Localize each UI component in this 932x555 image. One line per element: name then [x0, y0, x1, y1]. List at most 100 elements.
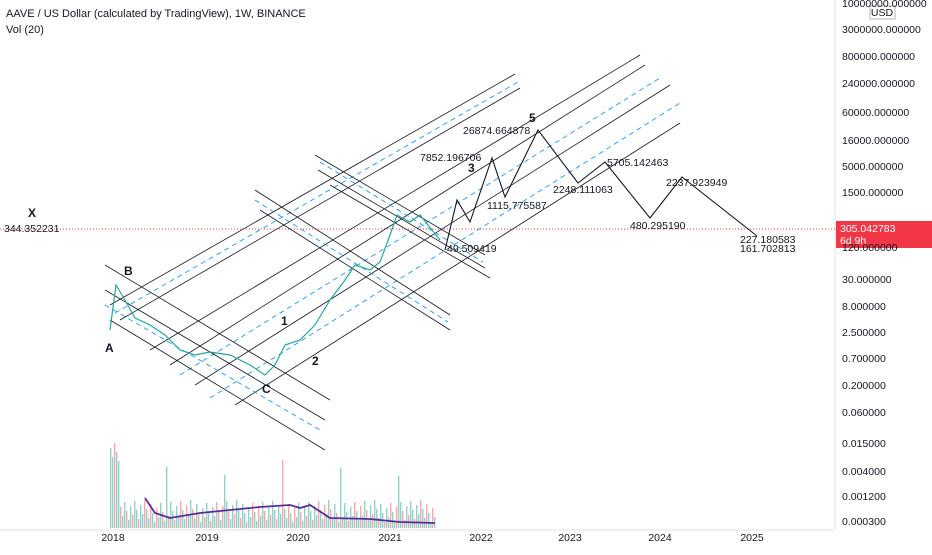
volume-bar — [216, 502, 218, 528]
volume-bar — [210, 521, 212, 528]
volume-bar — [340, 468, 342, 528]
time-axis-label: 2019 — [195, 532, 219, 544]
volume-bar — [116, 452, 118, 528]
volume-bar — [302, 521, 304, 528]
volume-bar — [342, 517, 344, 528]
volume-bar — [318, 501, 320, 528]
volume-bar — [234, 514, 236, 528]
volume-bar — [296, 517, 298, 528]
volume-bar — [386, 508, 388, 528]
volume-bar — [266, 520, 268, 528]
volume-bar — [258, 507, 260, 528]
price-axis-label: 30.000000 — [842, 274, 892, 286]
price-axis-label: 3000000.000000 — [842, 24, 921, 36]
time-axis-label: 2018 — [101, 532, 125, 544]
currency-box — [869, 5, 896, 20]
price-axis-label: 800000.000000 — [842, 51, 915, 63]
volume-bar — [344, 503, 346, 528]
volume-bar — [322, 519, 324, 528]
volume-bar — [394, 521, 396, 528]
wave-label: B — [124, 264, 133, 278]
volume-bar — [252, 503, 254, 528]
price-label: 344.352231 — [4, 223, 60, 235]
volume-bar — [242, 504, 244, 528]
volume-bar — [378, 518, 380, 528]
target-label: 1115.775587 — [487, 200, 547, 212]
time-axis-label: 2021 — [378, 532, 402, 544]
volume-bar — [146, 509, 148, 528]
volume-bar — [226, 501, 228, 528]
price-axis-label: 10000000.000000 — [842, 0, 927, 10]
volume-bar — [404, 520, 406, 528]
volume-bar — [170, 502, 172, 528]
volume-bar — [316, 515, 318, 528]
volume-bar — [278, 505, 280, 528]
volume-bar — [336, 513, 338, 528]
volume-bar — [420, 500, 422, 528]
volume-bar — [430, 522, 432, 528]
volume-bar — [188, 514, 190, 528]
price-series — [109, 214, 441, 376]
volume-bar — [142, 514, 144, 528]
volume-bar — [224, 475, 226, 528]
volume-bar — [350, 507, 352, 528]
volume-bar — [244, 513, 246, 528]
target-label: 7852.196706 — [420, 152, 481, 164]
target-label: 480.295190 — [630, 220, 686, 232]
volume-bar — [134, 501, 136, 528]
volume-bar — [254, 512, 256, 528]
volume-bar — [426, 504, 428, 528]
volume-bar — [298, 503, 300, 528]
volume-bar — [140, 505, 142, 528]
price-tag — [836, 221, 932, 248]
wave-label: 2 — [312, 354, 319, 368]
volume-bar — [154, 522, 156, 528]
volume-bar — [346, 512, 348, 528]
time-axis-label: 2023 — [558, 532, 582, 544]
time-axis-label: 2020 — [286, 532, 310, 544]
volume-bar — [396, 507, 398, 528]
volume-bar — [156, 508, 158, 528]
volume-bar — [132, 515, 134, 528]
target-label: 26874.664878 — [463, 125, 530, 137]
volume-bar — [222, 506, 224, 528]
wave-label: A — [105, 341, 114, 355]
price-axis-label: 0.700000 — [842, 353, 886, 365]
volume-bar — [130, 506, 132, 528]
volume-bar — [110, 448, 112, 528]
price-axis-label: 0.200000 — [842, 380, 886, 392]
volume-bar — [218, 511, 220, 528]
currency: USD — [871, 7, 894, 19]
volume-bar — [198, 513, 200, 528]
volume-bar — [126, 511, 128, 528]
volume-bar — [204, 517, 206, 528]
price-axis-label: 0.060000 — [842, 407, 886, 419]
volume-bar — [206, 503, 208, 528]
volume-bar — [122, 516, 124, 528]
volume-bar — [192, 509, 194, 528]
volume-bar — [282, 460, 284, 528]
volume-bar — [162, 512, 164, 528]
volume-bar — [326, 514, 328, 528]
volume-bar — [372, 514, 374, 528]
volume-bar — [114, 443, 116, 528]
volume-bar — [294, 508, 296, 528]
volume-bar — [256, 521, 258, 528]
volume-bar — [150, 504, 152, 528]
channels — [104, 54, 758, 451]
volume-bar — [184, 519, 186, 528]
volume-bar — [388, 517, 390, 528]
price-axis-label: 240000.000000 — [842, 78, 915, 90]
volume-bar — [276, 519, 278, 528]
title: AAVE / US Dollar (calculated by TradingV… — [6, 8, 306, 20]
price-axis-label: 5000.000000 — [842, 161, 903, 173]
volume-bar — [358, 520, 360, 528]
volume-bar — [202, 508, 204, 528]
volume-bar — [398, 476, 400, 528]
volume-bar — [374, 500, 376, 528]
volume-bar — [248, 508, 250, 528]
volume-bar — [186, 505, 188, 528]
volume-bar — [292, 522, 294, 528]
volume-bar — [414, 519, 416, 528]
